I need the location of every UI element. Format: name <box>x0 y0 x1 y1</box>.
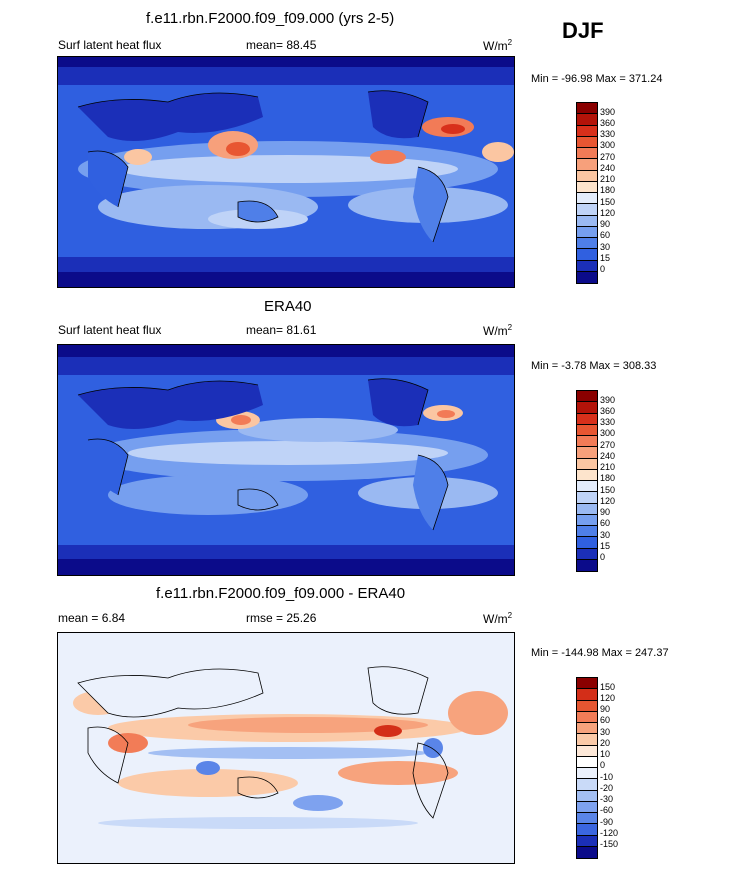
colorbar-tick: 15 <box>600 253 611 263</box>
colorbar-tick: 150 <box>600 485 616 495</box>
colorbar-tick: 300 <box>600 428 616 438</box>
panel-1-title: f.e11.rbn.F2000.f09_f09.000 (yrs 2-5) <box>146 10 395 27</box>
season-label: DJF <box>562 18 604 43</box>
panel-2-colorbar <box>576 390 598 572</box>
colorbar-tick: 30 <box>600 530 611 540</box>
panel-2-title: ERA40 <box>264 298 312 315</box>
panel-1-variable-label: Surf latent heat flux <box>58 38 162 52</box>
colorbar-tick: -90 <box>600 817 614 827</box>
colorbar-tick: 60 <box>600 715 611 725</box>
colorbar-tick: 240 <box>600 451 616 461</box>
colorbar-tick: 300 <box>600 140 616 150</box>
panel-3-map <box>57 632 515 864</box>
colorbar-tick: 390 <box>600 107 616 117</box>
colorbar-tick: 15 <box>600 541 611 551</box>
colorbar-tick: 120 <box>600 208 616 218</box>
panel-2-map <box>57 344 515 576</box>
colorbar-tick: 210 <box>600 462 616 472</box>
colorbar-tick: 330 <box>600 129 616 139</box>
colorbar-tick: 360 <box>600 406 616 416</box>
colorbar-tick: 90 <box>600 507 611 517</box>
colorbar-tick: 90 <box>600 219 611 229</box>
panel-1-mean-label: mean= 88.45 <box>246 38 317 52</box>
colorbar-tick: 150 <box>600 197 616 207</box>
colorbar-tick: 60 <box>600 230 611 240</box>
colorbar-tick: 330 <box>600 417 616 427</box>
colorbar-tick: 30 <box>600 727 611 737</box>
panel-3-title: f.e11.rbn.F2000.f09_f09.000 - ERA40 <box>156 585 406 602</box>
colorbar-tick: -20 <box>600 783 614 793</box>
colorbar-tick: 30 <box>600 242 611 252</box>
colorbar-tick: 120 <box>600 496 616 506</box>
colorbar-tick: 180 <box>600 185 616 195</box>
panel-2-mean-label: mean= 81.61 <box>246 323 317 337</box>
colorbar-tick: 360 <box>600 118 616 128</box>
panel-2-variable-label: Surf latent heat flux <box>58 323 162 337</box>
colorbar-tick: 10 <box>600 749 611 759</box>
panel-3-rmse-label: rmse = 25.26 <box>246 611 317 625</box>
panel-2-units: W/m2 <box>483 323 513 338</box>
colorbar-tick: 210 <box>600 174 616 184</box>
colorbar-tick: -120 <box>600 828 619 838</box>
panel-3-minmax: Min = -144.98 Max = 247.37 <box>531 647 669 659</box>
panel-1-colorbar <box>576 102 598 284</box>
panel-1-units: W/m2 <box>483 38 513 53</box>
colorbar-tick: -150 <box>600 839 619 849</box>
colorbar-tick: 150 <box>600 682 616 692</box>
panel-3-colorbar <box>576 677 598 859</box>
colorbar-tick: 390 <box>600 395 616 405</box>
panel-3-mean-label: mean = 6.84 <box>58 611 126 625</box>
colorbar-tick: 0 <box>600 760 606 770</box>
colorbar-tick: -30 <box>600 794 614 804</box>
panel-2-minmax: Min = -3.78 Max = 308.33 <box>531 360 657 372</box>
colorbar-tick: 270 <box>600 440 616 450</box>
colorbar-tick: 120 <box>600 693 616 703</box>
panel-1-minmax: Min = -96.98 Max = 371.24 <box>531 73 663 85</box>
colorbar-tick: 180 <box>600 473 616 483</box>
colorbar-tick: 270 <box>600 152 616 162</box>
colorbar-tick: -10 <box>600 772 614 782</box>
panel-3-units: W/m2 <box>483 611 513 626</box>
colorbar-tick: 240 <box>600 163 616 173</box>
colorbar-tick: 0 <box>600 552 606 562</box>
colorbar-tick: 60 <box>600 518 611 528</box>
colorbar-tick: 0 <box>600 264 606 274</box>
colorbar-tick: 90 <box>600 704 611 714</box>
panel-1-map <box>57 56 515 288</box>
colorbar-tick: 20 <box>600 738 611 748</box>
colorbar-tick: -60 <box>600 805 614 815</box>
